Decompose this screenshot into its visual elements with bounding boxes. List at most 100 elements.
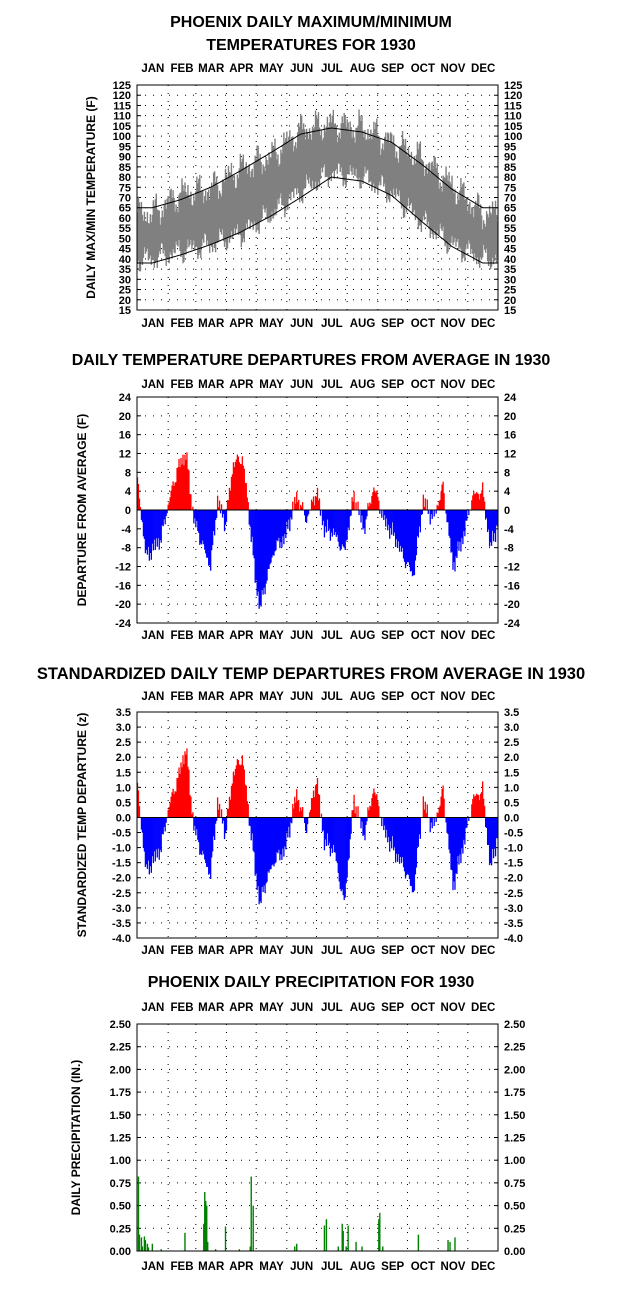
month-label-top: JUL <box>321 691 343 703</box>
month-label-top: JUL <box>321 379 343 391</box>
y-tick-right: 85 <box>504 162 516 174</box>
month-label-bottom: JUL <box>321 630 343 642</box>
month-label-bottom: JAN <box>141 1261 164 1273</box>
month-label-bottom: JAN <box>141 945 164 957</box>
y-tick-right: 15 <box>504 305 516 317</box>
y-tick-right: 0.0 <box>504 812 519 824</box>
y-tick-left: 65 <box>119 203 131 215</box>
month-label-top: NOV <box>441 63 466 75</box>
month-label-top: MAR <box>198 1002 225 1014</box>
month-label-bottom: SEP <box>381 1261 404 1273</box>
y-tick-left: 15 <box>119 305 131 317</box>
y-tick-right: 4 <box>504 486 511 498</box>
y-tick-left: 1.75 <box>110 1087 131 1099</box>
month-label-top: JUN <box>290 691 313 703</box>
y-tick-left: -0.5 <box>112 828 131 840</box>
y-tick-left: 20 <box>119 411 131 423</box>
y-tick-right: 70 <box>504 193 516 205</box>
y-tick-right: -2.0 <box>504 873 523 885</box>
y-tick-right: -2.5 <box>504 888 523 900</box>
y-tick-left: 25 <box>119 285 131 297</box>
y-tick-left: 45 <box>119 244 131 256</box>
month-label-bottom: OCT <box>411 318 435 330</box>
month-label-bottom: APR <box>229 630 254 642</box>
month-label-bottom: SEP <box>381 318 404 330</box>
y-tick-right: 1.50 <box>504 1110 525 1122</box>
month-label-bottom: FEB <box>171 945 194 957</box>
y-tick-left: 95 <box>119 141 131 153</box>
y-tick-right: -8 <box>504 543 514 555</box>
y-tick-left: 20 <box>119 295 131 307</box>
y-tick-right: 0.50 <box>504 1201 525 1213</box>
y-tick-left: 115 <box>113 100 131 112</box>
y-tick-left: 75 <box>119 182 131 194</box>
y-tick-left: 3.0 <box>116 722 131 734</box>
month-label-top: SEP <box>381 691 404 703</box>
y-tick-left: 55 <box>119 223 131 235</box>
y-tick-left: 12 <box>119 449 131 461</box>
month-label-bottom: SEP <box>381 630 404 642</box>
month-label-top: MAR <box>198 63 225 75</box>
y-tick-left: 0.25 <box>110 1223 131 1235</box>
y-tick-left: 0.5 <box>116 797 131 809</box>
month-label-bottom: FEB <box>171 630 194 642</box>
month-label-bottom: NOV <box>441 630 466 642</box>
month-label-bottom: JUN <box>290 945 313 957</box>
y-tick-right: 3.0 <box>504 722 519 734</box>
y-tick-right: 40 <box>504 254 516 266</box>
month-label-top: SEP <box>381 379 404 391</box>
y-tick-left: -3.5 <box>112 918 131 930</box>
month-label-bottom: AUG <box>350 630 376 642</box>
month-label-top: JUL <box>321 1002 343 1014</box>
y-tick-left: 1.50 <box>110 1110 131 1122</box>
month-label-top: FEB <box>171 691 194 703</box>
y-tick-left: 85 <box>119 162 131 174</box>
y-tick-left: 105 <box>113 121 131 133</box>
month-label-bottom: JUN <box>290 318 313 330</box>
y-tick-right: 105 <box>504 121 522 133</box>
y-tick-right: -16 <box>504 580 520 592</box>
y-tick-right: 1.0 <box>504 782 519 794</box>
y-tick-left: 1.25 <box>110 1133 131 1145</box>
y-tick-left: 2.25 <box>110 1042 131 1054</box>
y-axis-label: DAILY PRECIPITATION (IN.) <box>69 1060 83 1216</box>
month-label-bottom: DEC <box>471 945 495 957</box>
y-tick-left: 110 <box>113 111 131 123</box>
month-label-top: NOV <box>441 691 466 703</box>
month-label-top: APR <box>229 63 254 75</box>
y-tick-left: -12 <box>115 562 131 574</box>
month-label-bottom: FEB <box>171 1261 194 1273</box>
y-tick-left: -4.0 <box>112 933 131 945</box>
y-tick-right: -3.5 <box>504 918 523 930</box>
y-tick-left: 16 <box>119 430 131 442</box>
month-label-top: JUN <box>290 1002 313 1014</box>
panel-1: PHOENIX DAILY MAXIMUM/MINIMUM TEMPERATURE… <box>84 14 522 330</box>
y-tick-right: 60 <box>504 213 516 225</box>
month-label-bottom: JAN <box>141 630 164 642</box>
y-tick-left: -4 <box>121 524 132 536</box>
y-tick-left: 120 <box>113 90 131 102</box>
month-label-top: NOV <box>441 379 466 391</box>
y-tick-left: 2.5 <box>116 737 131 749</box>
month-label-top: AUG <box>350 379 376 391</box>
month-label-bottom: SEP <box>381 945 404 957</box>
month-label-top: AUG <box>350 63 376 75</box>
y-tick-left: 3.5 <box>116 707 131 719</box>
month-label-bottom: JUL <box>321 945 343 957</box>
month-label-top: OCT <box>411 1002 435 1014</box>
month-label-bottom: APR <box>229 1261 254 1273</box>
month-label-top: FEB <box>171 1002 194 1014</box>
month-label-top: DEC <box>471 1002 495 1014</box>
month-label-bottom: MAY <box>259 945 284 957</box>
precipitation-bars <box>137 1176 456 1251</box>
month-label-bottom: APR <box>229 945 254 957</box>
y-tick-left: -2.0 <box>112 873 131 885</box>
y-tick-left: 1.5 <box>116 767 131 779</box>
month-label-bottom: OCT <box>411 630 435 642</box>
month-label-top: MAY <box>259 691 284 703</box>
y-tick-right: 2.0 <box>504 752 519 764</box>
month-label-top: OCT <box>411 63 435 75</box>
y-tick-left: 1.0 <box>116 782 131 794</box>
y-tick-right: 1.00 <box>504 1155 525 1167</box>
y-tick-left: 2.50 <box>110 1019 131 1031</box>
